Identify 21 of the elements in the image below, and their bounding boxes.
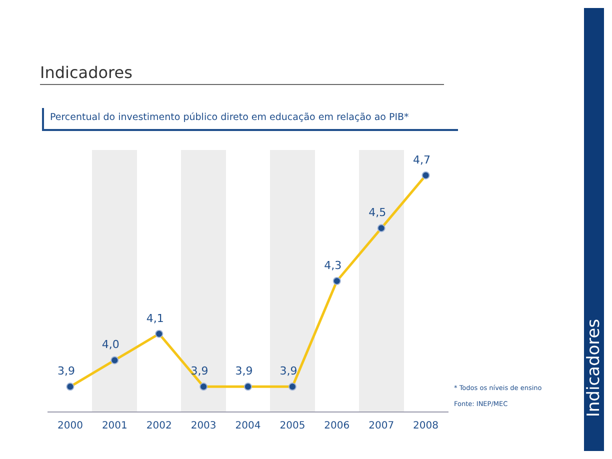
x-tick-label: 2002 [146,420,172,432]
x-tick-label: 2008 [413,420,439,432]
x-tick-label: 2005 [280,420,306,432]
data-label: 4,0 [102,338,120,352]
x-tick-label: 2003 [190,420,216,432]
text: Indicadores [584,318,604,418]
data-label: 4,5 [368,206,386,220]
data-label: 3,9 [235,364,253,378]
data-label: 4,3 [324,259,342,272]
x-tick-label: 2001 [102,420,128,432]
data-label: 3,9 [57,364,75,378]
data-label: 3,9 [280,364,298,378]
data-label: 3,9 [190,364,208,378]
x-tick-label: 2000 [57,420,83,432]
chart-title: Indicadores [40,63,444,85]
x-tick-label: 2006 [324,420,350,432]
chart-subtitle: Percentual do investimento público direto em educação em relação ao PIB* [42,108,458,131]
data-label: 4,1 [146,312,164,325]
data-label: 4,7 [413,153,431,166]
x-tick-label: 2004 [235,420,261,432]
x-tick-label: 2007 [368,420,394,432]
